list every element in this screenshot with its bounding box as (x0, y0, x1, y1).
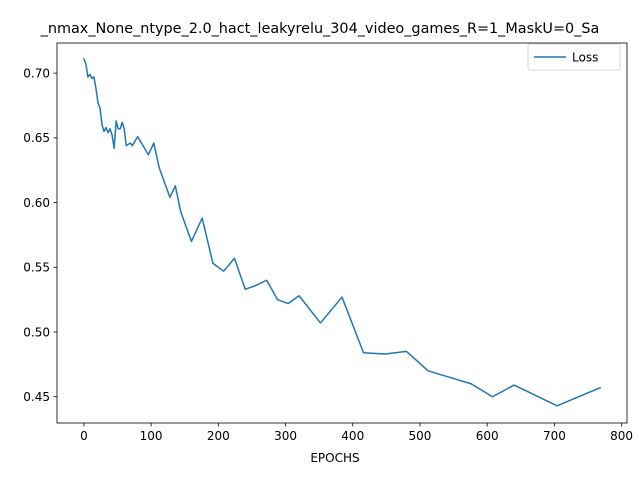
legend-box (527, 43, 621, 71)
y-tick-label: 0.45 (23, 390, 50, 404)
plot-frame (56, 42, 628, 424)
x-tick-label: 500 (409, 429, 432, 443)
plot-area: 0 100 200 300 400 500 600 700 800 0.450.500.550.… (23, 42, 633, 443)
series-line-loss (82, 57, 602, 407)
y-tick-label: 0.50 (23, 325, 50, 339)
x-tick-label: 300 (274, 429, 297, 443)
series-layer (82, 57, 602, 407)
legend-label-loss: Loss (572, 51, 598, 65)
x-tick-label: 600 (476, 429, 499, 443)
y-axis-ticks: 0.45 0.50 0.55 0.60 0.65 0.70 (23, 66, 57, 404)
x-axis-ticks: 0 100 200 300 400 500 600 700 800 (80, 423, 633, 443)
y-tick-label: 0.70 (23, 66, 50, 80)
x-tick-label: 700 (543, 429, 566, 443)
legend: Loss (527, 43, 621, 71)
x-tick-label: 0 (80, 429, 88, 443)
y-tick-label: 0.60 (23, 196, 50, 210)
y-tick-label: 0.55 (23, 261, 50, 275)
y-tick-label: 0.65 (23, 131, 50, 145)
x-tick-label: 400 (341, 429, 364, 443)
x-tick-label: 200 (207, 429, 230, 443)
x-axis-label: EPOCHS (310, 451, 359, 465)
chart-title: _nmax_None_ntype_2.0_hact_leakyrelu_304_… (40, 21, 600, 37)
x-tick-label: 100 (140, 429, 163, 443)
x-tick-label: 800 (610, 429, 633, 443)
